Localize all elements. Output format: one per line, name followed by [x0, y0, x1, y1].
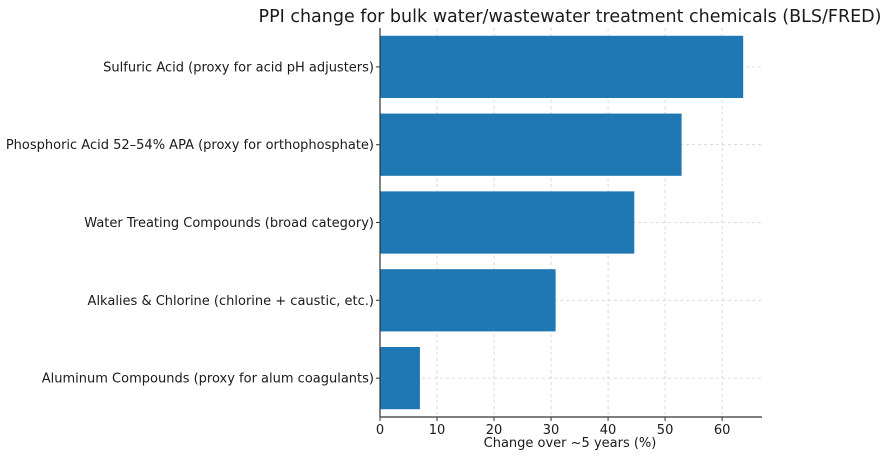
x-ticks: 0 10 20 30 40 50 60: [376, 417, 731, 438]
x-tick-label: 50: [657, 423, 674, 438]
x-axis-label: Change over ~5 years (%): [484, 436, 657, 451]
x-tick-label: 60: [714, 423, 731, 438]
chart-title: PPI change for bulk water/wastewater tre…: [259, 7, 882, 27]
x-tick-label: 20: [486, 423, 503, 438]
bar: [380, 35, 744, 99]
bar: [380, 269, 556, 332]
y-tick-label: Phosphoric Acid 52–54% APA (proxy for or…: [6, 138, 374, 153]
y-tick-label: Water Treating Compounds (broad category…: [84, 216, 374, 231]
y-tick-label: Sulfuric Acid (proxy for acid pH adjuste…: [103, 60, 374, 75]
bar: [380, 113, 682, 176]
y-tick-label: Alkalies & Chlorine (chlorine + caustic,…: [88, 294, 374, 309]
bar: [380, 346, 420, 410]
bars: [380, 35, 744, 410]
x-tick-label: 30: [543, 423, 560, 438]
bar: [380, 191, 635, 254]
x-tick-label: 10: [429, 423, 446, 438]
y-tick-label: Aluminum Compounds (proxy for alum coagu…: [42, 372, 374, 387]
y-tick-labels: Sulfuric Acid (proxy for acid pH adjuste…: [6, 60, 380, 387]
x-tick-label: 0: [376, 423, 384, 438]
x-tick-label: 40: [600, 423, 617, 438]
